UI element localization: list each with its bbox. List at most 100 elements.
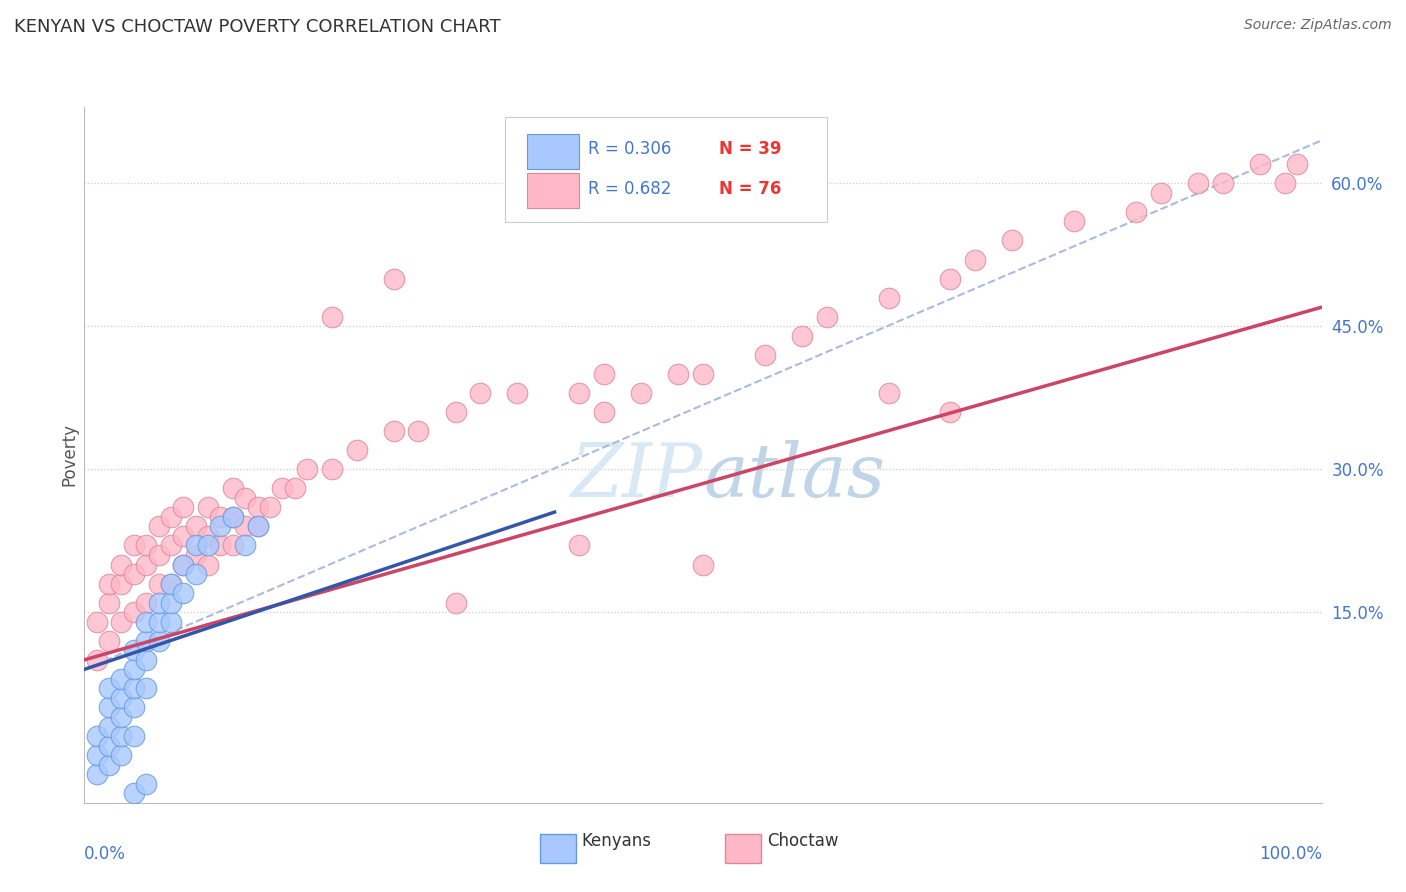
Text: Choctaw: Choctaw (768, 832, 839, 850)
Point (98, 739, 121, 753)
Point (233, 491, 256, 505)
Point (209, 519, 232, 533)
Point (1125, 205, 1147, 219)
Point (321, 462, 343, 476)
Point (630, 386, 652, 401)
Point (184, 567, 207, 582)
Point (172, 500, 194, 515)
Point (86, 767, 108, 781)
Point (160, 615, 183, 629)
Point (209, 539, 232, 553)
Point (233, 519, 256, 533)
Point (160, 576, 183, 591)
Point (122, 605, 145, 619)
Point (246, 519, 269, 533)
Point (346, 443, 368, 458)
Point (877, 291, 900, 305)
Point (110, 748, 132, 763)
Text: 0.0%: 0.0% (84, 845, 127, 863)
Point (666, 367, 689, 381)
Point (444, 405, 467, 419)
Point (197, 500, 219, 515)
Point (148, 615, 170, 629)
Point (172, 529, 194, 543)
Point (593, 405, 616, 419)
Point (692, 367, 714, 381)
Point (506, 386, 529, 401)
FancyBboxPatch shape (725, 834, 761, 863)
Point (877, 386, 900, 401)
Point (98, 700, 121, 714)
Point (86, 653, 108, 667)
Point (110, 690, 132, 705)
Point (148, 576, 170, 591)
Point (222, 509, 245, 524)
Point (122, 681, 145, 696)
Text: KENYAN VS CHOCTAW POVERTY CORRELATION CHART: KENYAN VS CHOCTAW POVERTY CORRELATION CH… (14, 18, 501, 36)
Point (122, 700, 145, 714)
Point (382, 424, 405, 438)
Point (148, 596, 170, 610)
Text: R = 0.682: R = 0.682 (588, 180, 671, 198)
Point (98, 596, 121, 610)
Point (222, 509, 245, 524)
Point (754, 348, 776, 362)
Point (135, 777, 157, 791)
Point (160, 576, 183, 591)
Point (1249, 157, 1271, 171)
Point (222, 481, 245, 495)
Point (593, 367, 616, 381)
Point (135, 558, 157, 572)
Point (295, 462, 318, 476)
Point (233, 539, 256, 553)
Text: 100.0%: 100.0% (1258, 845, 1322, 863)
Point (1001, 234, 1024, 248)
Point (122, 539, 145, 553)
Point (135, 681, 157, 696)
Point (135, 653, 157, 667)
Point (692, 558, 714, 572)
Text: N = 39: N = 39 (718, 140, 782, 159)
Point (110, 576, 132, 591)
FancyBboxPatch shape (527, 134, 579, 169)
Point (86, 729, 108, 743)
Point (172, 558, 194, 572)
Point (172, 586, 194, 600)
Point (148, 633, 170, 648)
Text: Kenyans: Kenyans (582, 832, 652, 850)
Point (135, 633, 157, 648)
Point (110, 729, 132, 743)
Point (148, 548, 170, 562)
Point (135, 539, 157, 553)
Point (382, 271, 405, 285)
Point (1187, 176, 1209, 190)
Point (172, 558, 194, 572)
Point (246, 500, 269, 515)
Point (965, 252, 987, 267)
Point (86, 748, 108, 763)
Text: Source: ZipAtlas.com: Source: ZipAtlas.com (1244, 18, 1392, 32)
Text: atlas: atlas (703, 440, 886, 512)
Point (148, 519, 170, 533)
Point (160, 509, 183, 524)
Point (939, 405, 962, 419)
Point (1274, 176, 1296, 190)
Point (246, 519, 269, 533)
Point (568, 539, 591, 553)
Point (184, 519, 207, 533)
Point (160, 539, 183, 553)
Point (122, 643, 145, 657)
Point (222, 539, 245, 553)
Text: R = 0.306: R = 0.306 (588, 140, 671, 159)
Point (815, 310, 838, 324)
Text: ZIP: ZIP (571, 440, 703, 512)
Point (98, 681, 121, 696)
FancyBboxPatch shape (505, 118, 827, 222)
Point (470, 386, 492, 401)
Point (321, 310, 343, 324)
Point (110, 710, 132, 724)
Point (939, 271, 962, 285)
Point (122, 729, 145, 743)
Point (209, 509, 232, 524)
Point (197, 529, 219, 543)
